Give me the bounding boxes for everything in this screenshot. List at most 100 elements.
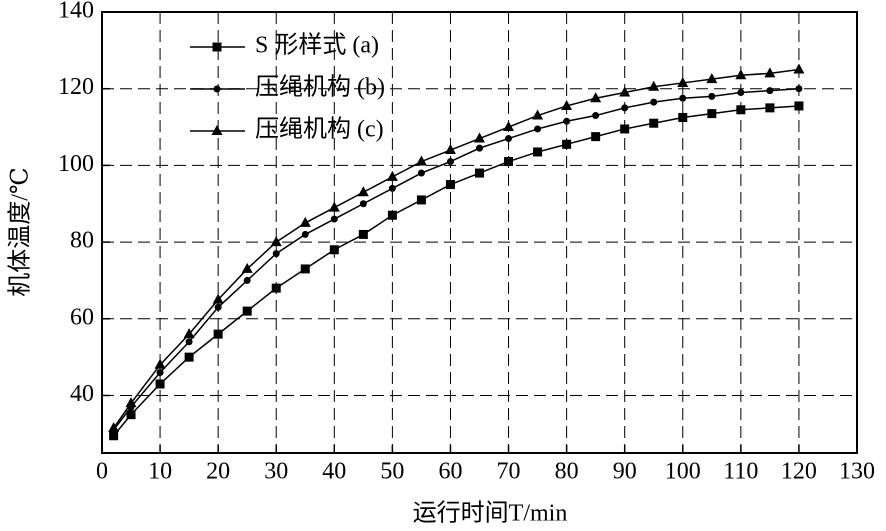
y-tick-label: 140 xyxy=(58,0,94,24)
marker xyxy=(793,63,805,74)
x-axis-label: 运行时间T/min xyxy=(413,500,568,527)
marker xyxy=(794,101,804,111)
marker xyxy=(214,303,222,311)
marker xyxy=(299,216,311,227)
marker xyxy=(706,73,718,84)
marker xyxy=(735,69,747,80)
marker xyxy=(649,118,659,128)
series-line xyxy=(113,105,799,437)
y-tick-label: 60 xyxy=(70,304,94,330)
marker xyxy=(212,42,222,52)
marker xyxy=(387,210,397,220)
marker xyxy=(270,236,282,247)
x-tick-label: 80 xyxy=(555,459,579,485)
marker xyxy=(271,283,281,293)
marker xyxy=(736,105,746,115)
marker xyxy=(242,306,252,316)
marker xyxy=(592,112,600,120)
marker xyxy=(154,358,166,369)
marker xyxy=(679,94,687,102)
y-tick-label: 100 xyxy=(58,151,94,177)
marker xyxy=(417,169,425,177)
marker xyxy=(503,121,515,132)
marker xyxy=(388,184,396,192)
x-tick-label: 90 xyxy=(613,459,637,485)
marker xyxy=(212,293,224,304)
marker xyxy=(156,368,164,376)
y-tick-label: 40 xyxy=(70,381,94,407)
marker xyxy=(184,352,194,362)
marker xyxy=(301,230,309,238)
marker xyxy=(650,98,658,106)
series-line xyxy=(113,68,800,429)
x-tick-label: 30 xyxy=(264,459,288,485)
marker xyxy=(590,92,602,103)
marker xyxy=(446,158,454,166)
marker xyxy=(533,147,543,157)
marker xyxy=(475,168,484,178)
x-tick-label: 60 xyxy=(438,459,462,485)
marker xyxy=(328,201,340,212)
marker xyxy=(330,215,338,223)
marker xyxy=(243,276,251,284)
marker xyxy=(764,67,776,78)
marker xyxy=(126,410,136,420)
x-tick-label: 0 xyxy=(96,459,108,485)
marker xyxy=(416,195,426,205)
y-axis-label: 机体温度/℃ xyxy=(7,167,34,297)
marker xyxy=(357,186,369,197)
x-tick-label: 120 xyxy=(781,459,817,485)
marker xyxy=(563,117,571,125)
marker xyxy=(358,229,368,239)
x-tick-label: 20 xyxy=(206,459,230,485)
marker xyxy=(620,124,630,134)
marker xyxy=(532,109,544,120)
marker xyxy=(534,125,542,133)
marker xyxy=(766,87,774,95)
x-tick-label: 10 xyxy=(148,459,172,485)
marker xyxy=(272,250,280,258)
marker xyxy=(300,264,310,274)
marker xyxy=(213,85,221,93)
marker xyxy=(474,132,485,143)
marker xyxy=(213,329,223,339)
legend-label: S 形样式 (a) xyxy=(255,32,379,59)
series-line xyxy=(113,87,799,431)
marker xyxy=(445,180,455,190)
marker xyxy=(108,422,120,433)
marker xyxy=(677,76,689,87)
plot-frame xyxy=(101,11,858,454)
marker xyxy=(109,431,119,441)
marker xyxy=(648,80,660,91)
marker xyxy=(591,132,601,142)
marker xyxy=(185,338,193,346)
marker xyxy=(505,135,513,143)
marker xyxy=(619,86,631,97)
x-tick-label: 110 xyxy=(723,459,758,485)
marker xyxy=(562,139,572,149)
marker xyxy=(708,92,716,100)
marker xyxy=(241,262,253,273)
marker xyxy=(183,328,195,339)
marker xyxy=(621,104,629,112)
x-tick-label: 100 xyxy=(665,459,701,485)
legend-label: 压绳机构 (c) xyxy=(255,116,384,143)
marker xyxy=(415,155,427,166)
marker xyxy=(125,397,137,408)
marker xyxy=(707,109,717,119)
x-tick-label: 40 xyxy=(322,459,346,485)
y-tick-label: 120 xyxy=(58,74,94,100)
x-tick-label: 50 xyxy=(380,459,404,485)
marker xyxy=(476,144,483,152)
x-tick-label: 130 xyxy=(839,459,875,485)
legend-label: 压绳机构 (b) xyxy=(255,74,385,101)
marker xyxy=(329,245,339,255)
marker xyxy=(211,125,223,135)
marker xyxy=(765,103,775,113)
x-tick-label: 70 xyxy=(497,459,521,485)
marker xyxy=(504,157,514,167)
marker xyxy=(386,170,398,181)
marker xyxy=(678,112,688,122)
